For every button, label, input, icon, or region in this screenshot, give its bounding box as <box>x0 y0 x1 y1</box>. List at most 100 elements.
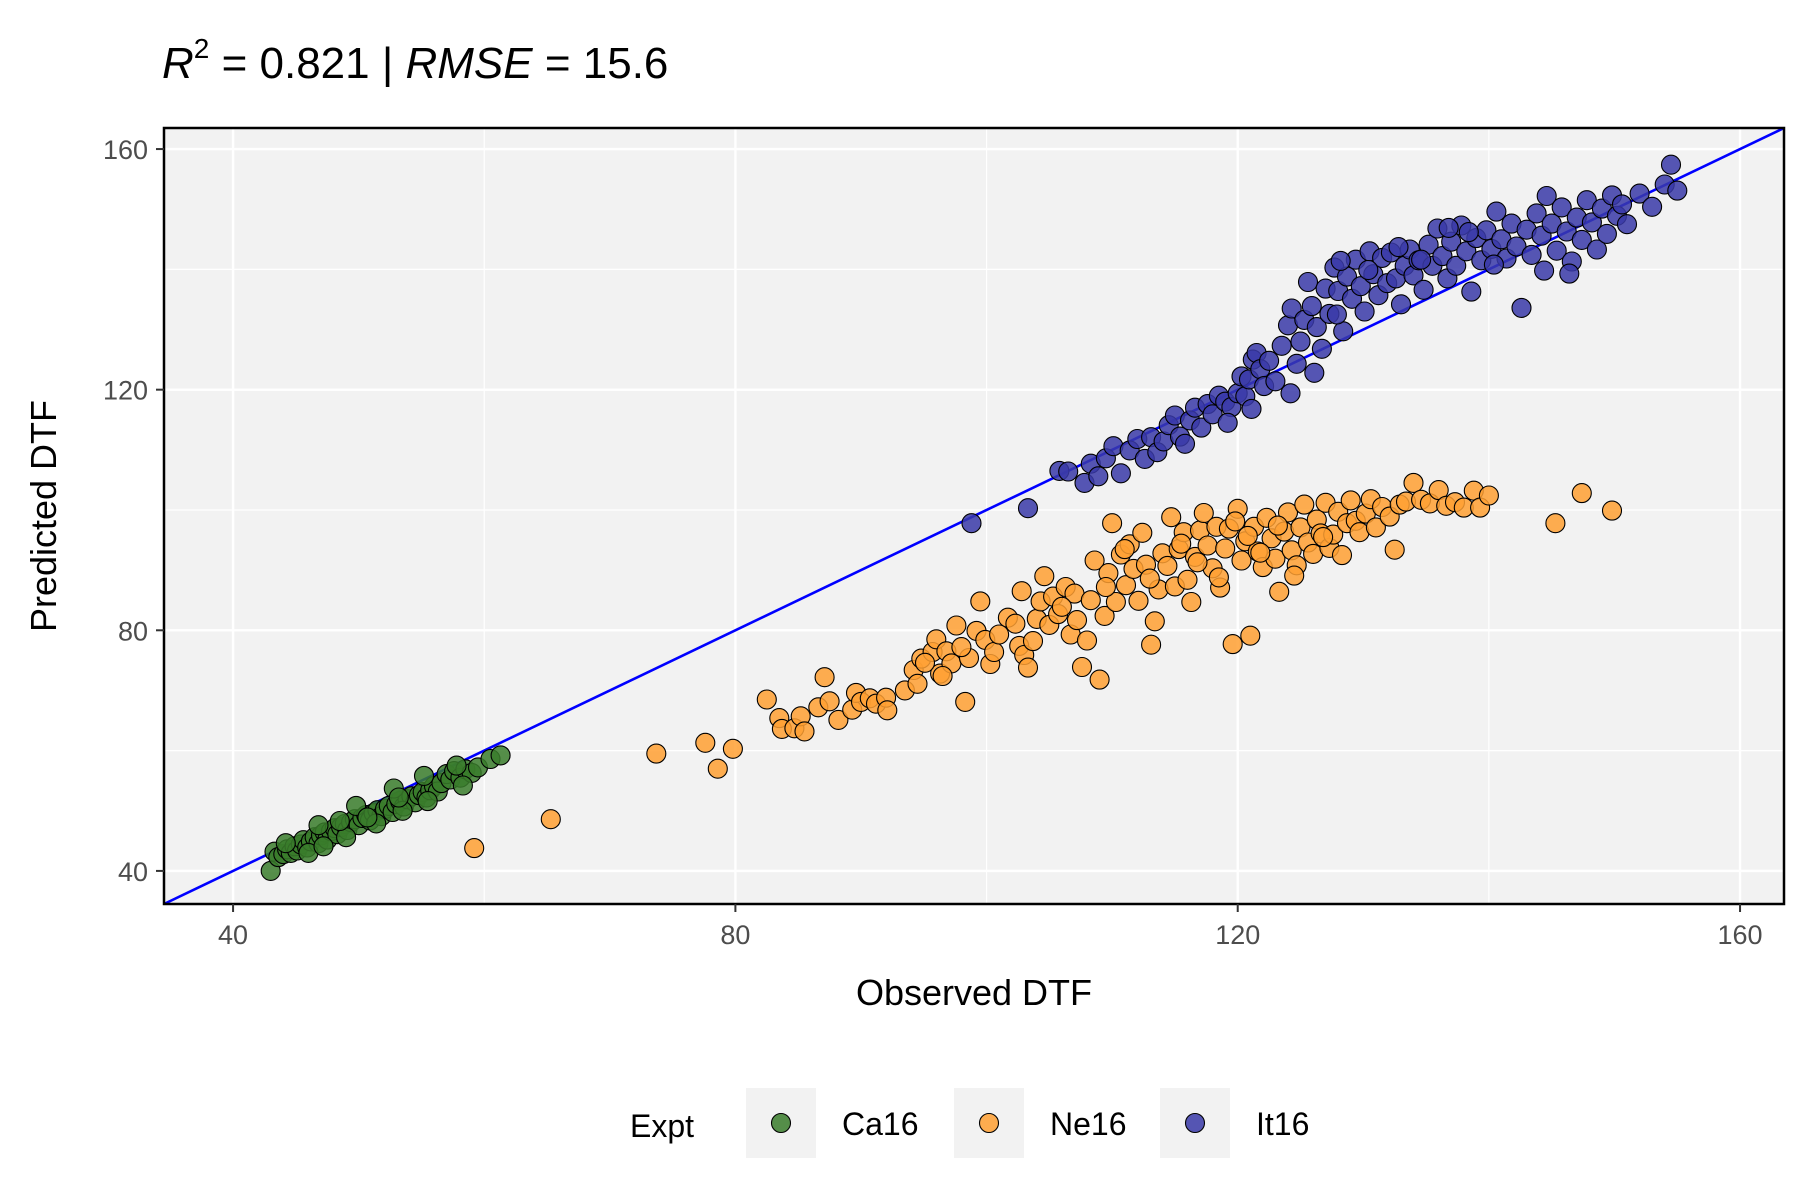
data-point-ne16 <box>1141 634 1162 655</box>
data-point-it16 <box>1058 461 1079 482</box>
data-point-ne16 <box>1240 625 1261 646</box>
data-point-it16 <box>1017 498 1039 519</box>
chart-title: R2 = 0.821 | RMSE = 15.6 <box>162 33 668 88</box>
data-points <box>260 154 1688 881</box>
title-r2-symbol: R <box>162 39 194 88</box>
data-point-it16 <box>1461 281 1482 302</box>
data-point-ne16 <box>914 652 936 673</box>
x-tick-label: 160 <box>1718 920 1763 950</box>
data-point-ca16 <box>357 807 378 828</box>
y-axis: 40 80 120 160 <box>103 135 164 887</box>
data-point-it16 <box>1354 301 1375 322</box>
data-point-it16 <box>1259 350 1280 371</box>
data-point-ne16 <box>828 709 849 730</box>
data-point-it16 <box>1506 236 1527 257</box>
title-rmse-value: = 15.6 <box>533 39 669 88</box>
data-point-ne16 <box>1017 657 1039 678</box>
data-point-it16 <box>1438 217 1459 238</box>
data-point-ne16 <box>1267 515 1288 536</box>
data-point-it16 <box>1521 244 1542 265</box>
legend-label-ne16: Ne16 <box>1050 1106 1127 1142</box>
data-point-ca16 <box>446 755 467 776</box>
x-tick-label: 80 <box>720 920 750 950</box>
series-ne16 <box>464 472 1623 859</box>
data-point-it16 <box>1390 294 1412 315</box>
data-point-it16 <box>1559 263 1580 284</box>
x-tick-label: 40 <box>218 920 248 950</box>
title-rmse-symbol: RMSE <box>406 39 534 88</box>
title-r2-value: = 0.821 | <box>209 39 405 88</box>
data-point-ne16 <box>1139 568 1160 589</box>
title-r2-superscript: 2 <box>194 33 210 64</box>
data-point-it16 <box>1556 221 1577 242</box>
data-point-it16 <box>1280 383 1301 404</box>
data-point-ne16 <box>1478 485 1499 506</box>
data-point-ne16 <box>1161 507 1182 528</box>
data-point-ne16 <box>1215 538 1236 559</box>
data-point-ne16 <box>1171 533 1192 554</box>
data-point-ca16 <box>413 765 435 786</box>
series-it16 <box>961 154 1688 534</box>
data-point-ne16 <box>1197 535 1218 556</box>
data-point-it16 <box>1110 463 1131 484</box>
data-point-it16 <box>1432 246 1453 267</box>
legend-marker-it16 <box>1184 1112 1206 1134</box>
data-point-ca16 <box>452 775 473 796</box>
y-tick-label: 40 <box>118 857 148 887</box>
data-point-it16 <box>1304 362 1325 383</box>
data-point-ne16 <box>1105 591 1126 613</box>
data-point-it16 <box>1667 180 1688 201</box>
data-point-ne16 <box>1132 522 1153 543</box>
data-point-ca16 <box>313 836 334 857</box>
data-point-it16 <box>1616 214 1638 235</box>
data-point-ne16 <box>1340 490 1361 511</box>
data-point-ne16 <box>877 700 898 721</box>
data-point-ne16 <box>722 738 743 759</box>
y-tick-label: 160 <box>103 135 148 165</box>
data-point-ne16 <box>1128 590 1149 611</box>
x-axis-title: Observed DTF <box>856 972 1092 1013</box>
data-point-it16 <box>1326 304 1347 325</box>
data-point-ca16 <box>490 745 511 766</box>
data-point-ne16 <box>955 691 976 712</box>
data-point-ne16 <box>794 721 815 742</box>
data-point-it16 <box>1281 298 1302 319</box>
data-point-ne16 <box>1331 545 1353 566</box>
data-point-it16 <box>1546 240 1567 261</box>
data-point-ne16 <box>946 615 967 636</box>
data-point-ne16 <box>1208 567 1229 588</box>
data-point-ca16 <box>308 815 329 836</box>
data-point-ne16 <box>1181 591 1202 613</box>
data-point-ne16 <box>1231 550 1252 571</box>
data-point-ne16 <box>1094 605 1115 626</box>
data-point-ne16 <box>1294 494 1315 515</box>
data-point-ne16 <box>1313 527 1334 548</box>
data-point-ne16 <box>1071 656 1093 678</box>
data-point-ne16 <box>1250 542 1271 563</box>
data-point-it16 <box>1596 223 1617 244</box>
legend: Expt Ca16 Ne16 It16 <box>630 1088 1309 1158</box>
data-point-it16 <box>1581 212 1602 233</box>
data-point-ne16 <box>707 758 728 779</box>
data-point-ne16 <box>756 689 777 710</box>
legend-marker-ne16 <box>978 1112 1000 1134</box>
data-point-ne16 <box>1114 539 1135 560</box>
data-point-ne16 <box>984 641 1005 663</box>
data-point-ne16 <box>1022 631 1044 652</box>
data-point-it16 <box>1486 201 1507 222</box>
data-point-it16 <box>1286 353 1307 374</box>
data-point-it16 <box>1301 296 1322 317</box>
data-point-ne16 <box>1157 555 1178 576</box>
data-point-ne16 <box>907 673 928 694</box>
data-point-ne16 <box>1187 552 1208 573</box>
data-point-ne16 <box>1222 634 1243 655</box>
data-point-ne16 <box>1051 596 1072 617</box>
data-point-ne16 <box>646 743 667 764</box>
x-tick-label: 120 <box>1215 920 1260 950</box>
data-point-it16 <box>1611 194 1633 215</box>
data-point-ne16 <box>819 691 840 712</box>
data-point-it16 <box>1642 196 1663 217</box>
y-tick-label: 120 <box>103 376 148 406</box>
data-point-ne16 <box>1115 575 1137 596</box>
data-point-it16 <box>1290 331 1311 352</box>
